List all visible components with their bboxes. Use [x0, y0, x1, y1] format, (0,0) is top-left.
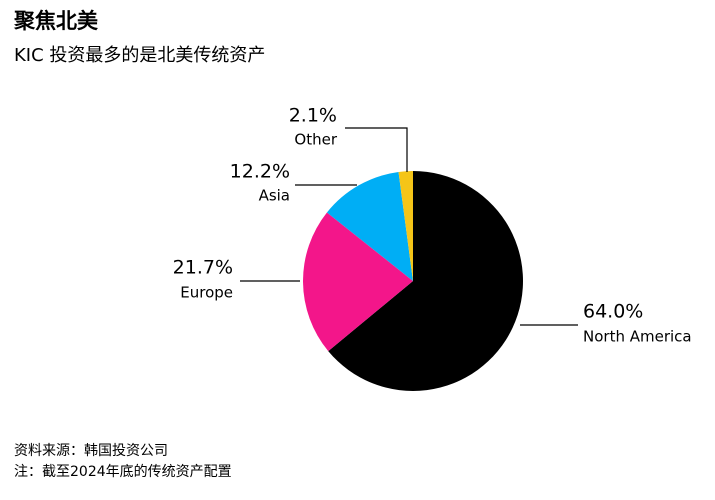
category-label: Europe: [180, 284, 233, 302]
value-label: 21.7%: [173, 257, 233, 279]
value-label: 12.2%: [230, 161, 290, 183]
category-label: North America: [583, 328, 692, 346]
value-label: 64.0%: [583, 301, 643, 323]
category-label: Asia: [259, 187, 290, 205]
chart-subtitle: KIC 投资最多的是北美传统资产: [14, 45, 265, 66]
category-label: Other: [294, 131, 337, 149]
pie-slice: [398, 171, 413, 281]
footnote: 注：截至2024年底的传统资产配置: [14, 464, 232, 480]
source-note: 资料来源：韩国投资公司: [14, 443, 168, 459]
pie-slice: [328, 171, 523, 391]
chart-title: 聚焦北美: [13, 9, 98, 33]
value-label: 2.1%: [289, 105, 337, 127]
leader-line: [345, 127, 408, 172]
pie-slice: [326, 171, 413, 281]
pie-slice: [302, 212, 413, 352]
